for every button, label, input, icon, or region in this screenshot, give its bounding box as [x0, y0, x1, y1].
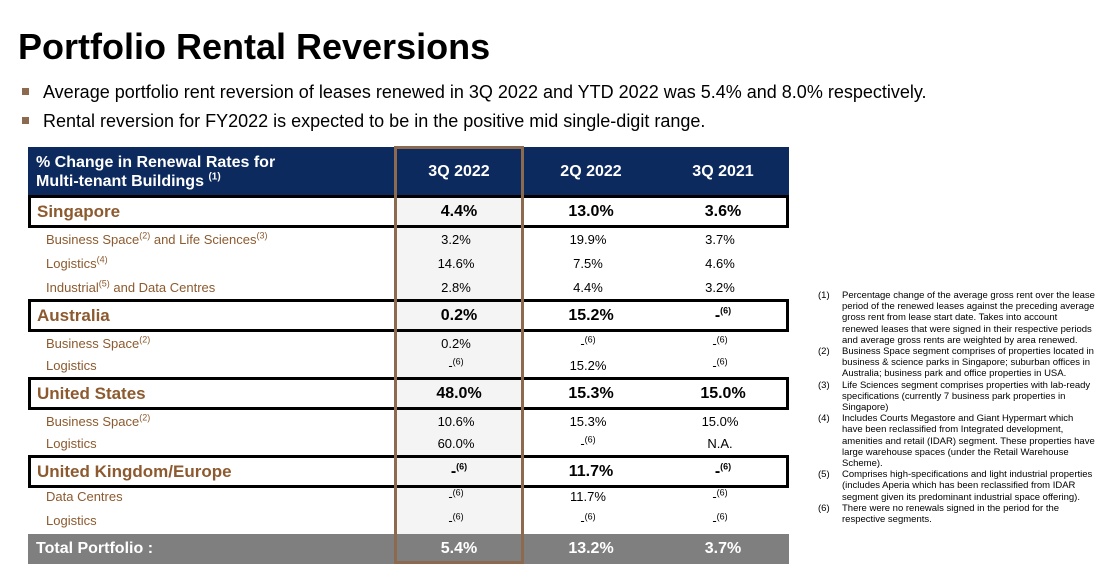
cell-value: -(6) [712, 334, 728, 351]
table-row: Business Space(2) and Life Sciences(3) 3… [28, 228, 789, 252]
cell-value: 5.4% [440, 540, 478, 557]
table-row-united-states: United States 48.0% 15.3% 15.0% [28, 377, 789, 410]
cell-value: 48.0% [436, 385, 482, 402]
cell-value: 13.2% [568, 540, 614, 557]
cell-value: -(6) [448, 356, 464, 373]
cell-value: 0.2% [441, 336, 471, 351]
row-label: Total Portfolio : [36, 540, 154, 557]
table-row-uk-europe: United Kingdom/Europe -(6) 11.7% -(6) [28, 455, 789, 488]
table-row: Logistics -(6) -(6) -(6) [28, 509, 789, 533]
cell-value: 3.6% [704, 203, 742, 220]
table-row: Industrial(5) and Data Centres 2.8% 4.4%… [28, 276, 789, 300]
cell-value: 19.9% [569, 232, 607, 247]
cell-value: -(6) [580, 434, 596, 451]
page-title: Portfolio Rental Reversions [18, 26, 491, 67]
cell-value: 3.7% [705, 232, 735, 247]
footnote: (4) Includes Courts Megastore and Giant H… [818, 413, 1095, 470]
row-label: United States [37, 384, 146, 403]
footnote: (3) Life Sciences segment comprises prope… [818, 379, 1091, 414]
cell-value: 14.6% [437, 256, 475, 271]
row-label: Singapore [37, 202, 121, 221]
table-row-australia: Australia 0.2% 15.2% -(6) [28, 299, 789, 332]
cell-value: -(6) [450, 461, 468, 480]
table-row: Data Centres -(6) 11.7% -(6) [28, 485, 789, 509]
bullet-text: Average portfolio rent reversion of leas… [43, 82, 927, 102]
footnote: (1) Percentage change of the average gros… [818, 290, 1095, 346]
highlight-column-background [397, 196, 521, 535]
bullet-square-icon [22, 87, 29, 95]
row-label: Logistics(4) [46, 254, 108, 271]
cell-value: 10.6% [437, 414, 475, 429]
column-header-2q2022: 2Q 2022 [560, 163, 622, 180]
row-label: Logistics [46, 358, 97, 373]
cell-value: 11.7% [570, 489, 606, 504]
table-row: Business Space(2) 0.2% -(6) -(6) [28, 332, 789, 356]
cell-value: -(6) [448, 511, 464, 528]
table-row: Business Space(2) 10.6% 15.3% 15.0% [28, 410, 789, 434]
row-label: Australia [37, 306, 110, 325]
cell-value: -(6) [714, 305, 732, 324]
cell-value: 2.8% [441, 280, 471, 295]
table-row-singapore: Singapore 4.4% 13.0% 3.6% [28, 195, 789, 228]
cell-value: 15.2% [569, 358, 607, 373]
cell-value: 15.3% [568, 385, 614, 402]
row-label: Business Space(2) [46, 412, 151, 429]
cell-value: 0.2% [440, 307, 478, 324]
row-label: Business Space(2) and Life Sciences(3) [46, 230, 268, 247]
cell-value: 4.4% [440, 203, 478, 220]
footnotes: (1) Percentage change of the average gros… [818, 290, 1096, 525]
cell-value: 15.3% [569, 414, 607, 429]
column-header-3q2021: 3Q 2021 [692, 163, 754, 180]
bullet-point: Average portfolio rent reversion of leas… [22, 82, 927, 103]
cell-value: 7.5% [573, 256, 603, 271]
column-header-3q2022: 3Q 2022 [428, 163, 490, 180]
cell-value: 60.0% [437, 436, 475, 451]
cell-value: N.A. [707, 436, 733, 451]
cell-value: -(6) [580, 334, 596, 351]
cell-value: 4.6% [705, 256, 735, 271]
cell-value: 15.2% [568, 307, 614, 324]
cell-value: -(6) [712, 487, 728, 504]
bullet-point: Rental reversion for FY2022 is expected … [22, 111, 705, 132]
cell-value: -(6) [712, 511, 728, 528]
table-row: Logistics 60.0% -(6) N.A. [28, 432, 789, 456]
cell-value: -(6) [580, 511, 596, 528]
row-label: Business Space(2) [46, 334, 151, 351]
row-label: United Kingdom/Europe [37, 462, 232, 481]
row-label: Data Centres [46, 489, 123, 504]
cell-value: -(6) [448, 487, 464, 504]
bullet-square-icon [22, 116, 29, 124]
table-row-total: Total Portfolio : 5.4% 13.2% 3.7% [28, 534, 789, 564]
footnote: (5) Comprises high-specifications and lig… [818, 469, 1093, 503]
cell-value: 3.2% [705, 280, 735, 295]
table-row: Logistics(4) 14.6% 7.5% 4.6% [28, 252, 789, 276]
footnote: (6) There were no renewals signed in the … [818, 502, 1060, 526]
cell-value: 11.7% [568, 463, 614, 480]
cell-value: 13.0% [568, 203, 614, 220]
cell-value: 15.0% [700, 385, 746, 402]
row-label: Logistics [46, 513, 97, 528]
row-label: Industrial(5) and Data Centres [46, 278, 216, 295]
table-row: Logistics -(6) 15.2% -(6) [28, 354, 789, 378]
cell-value: 15.0% [701, 414, 739, 429]
cell-value: -(6) [714, 461, 732, 480]
table-header: % Change in Renewal Rates for Multi-tena… [28, 147, 789, 196]
cell-value: 3.7% [704, 540, 742, 557]
cell-value: 4.4% [573, 280, 603, 295]
cell-value: 3.2% [441, 232, 471, 247]
header-label: % Change in Renewal Rates for Multi-tena… [36, 154, 276, 190]
row-label: Logistics [46, 436, 97, 451]
cell-value: -(6) [712, 356, 728, 373]
bullet-text: Rental reversion for FY2022 is expected … [43, 111, 706, 131]
footnote: (2) Business Space segment comprises of p… [818, 346, 1094, 380]
